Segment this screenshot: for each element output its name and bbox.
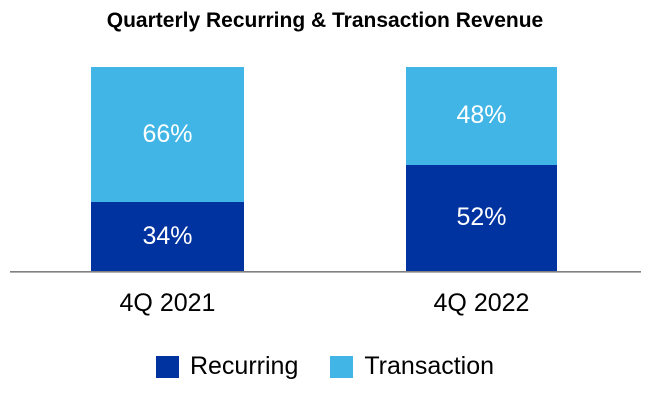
data-label-recurring-4q2021: 34% [142,221,193,250]
legend-swatch-transaction [330,355,354,378]
bar-4q-2022: 48% 52% [406,67,557,271]
x-tick-label-4q2022: 4Q 2022 [433,289,530,317]
data-label-recurring-4q2022: 52% [456,203,507,232]
bar-segment-recurring-4q2022: 52% [406,164,557,271]
legend-swatch-recurring [155,355,179,378]
legend: Recurring Transaction [0,352,650,381]
legend-label-transaction: Transaction [364,352,495,380]
bar-segment-transaction-4q2021: 66% [91,67,244,202]
bar-segment-transaction-4q2022: 48% [406,67,557,165]
bar-segment-recurring-4q2021: 34% [91,201,244,271]
legend-item-recurring: Recurring [155,352,299,381]
chart-title: Quarterly Recurring & Transaction Revenu… [106,9,544,32]
x-tick-label-4q2021: 4Q 2021 [119,289,216,317]
data-label-transaction-4q2022: 48% [456,101,507,130]
data-label-transaction-4q2021: 66% [142,119,193,148]
x-axis-line [10,271,641,273]
plot-area: 66% 34% 48% 52% [0,67,650,271]
legend-label-recurring: Recurring [189,352,299,380]
legend-item-transaction: Transaction [330,352,494,381]
bar-4q-2021: 66% 34% [91,67,244,271]
